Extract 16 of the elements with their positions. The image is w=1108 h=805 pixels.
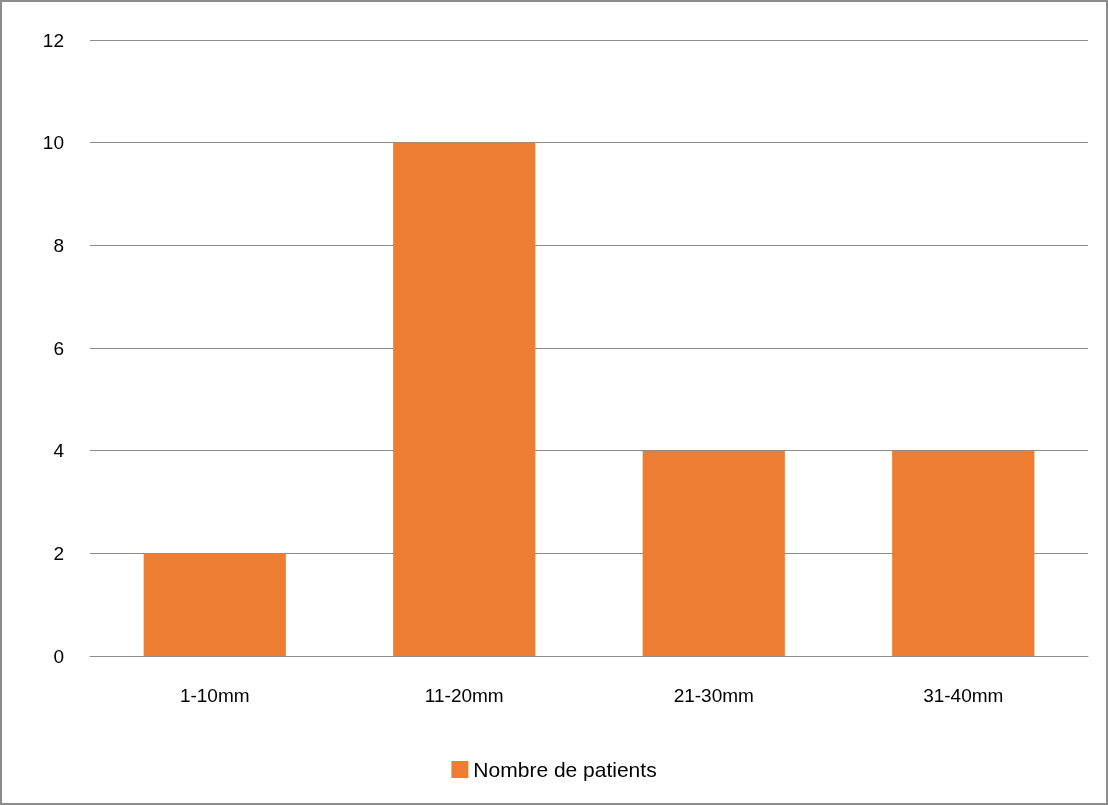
y-tick-label: 10 [42,132,64,154]
legend-label: Nombre de patients [473,758,657,781]
y-tick-label: 8 [53,234,64,256]
x-tick-label: 1-10mm [179,685,250,706]
bar [642,450,785,656]
y-tick-label: 4 [53,440,65,462]
bar [393,142,536,656]
x-tick-label: 21-30mm [673,685,754,706]
x-tick-label: 11-20mm [424,685,504,706]
y-tick-label: 12 [42,29,64,51]
x-tick-label: 31-40mm [923,685,1004,706]
y-tick-label: 6 [53,337,64,359]
y-tick-label: 0 [53,645,64,667]
bar [143,553,286,656]
bar [892,450,1035,656]
y-tick-label: 2 [53,542,64,564]
